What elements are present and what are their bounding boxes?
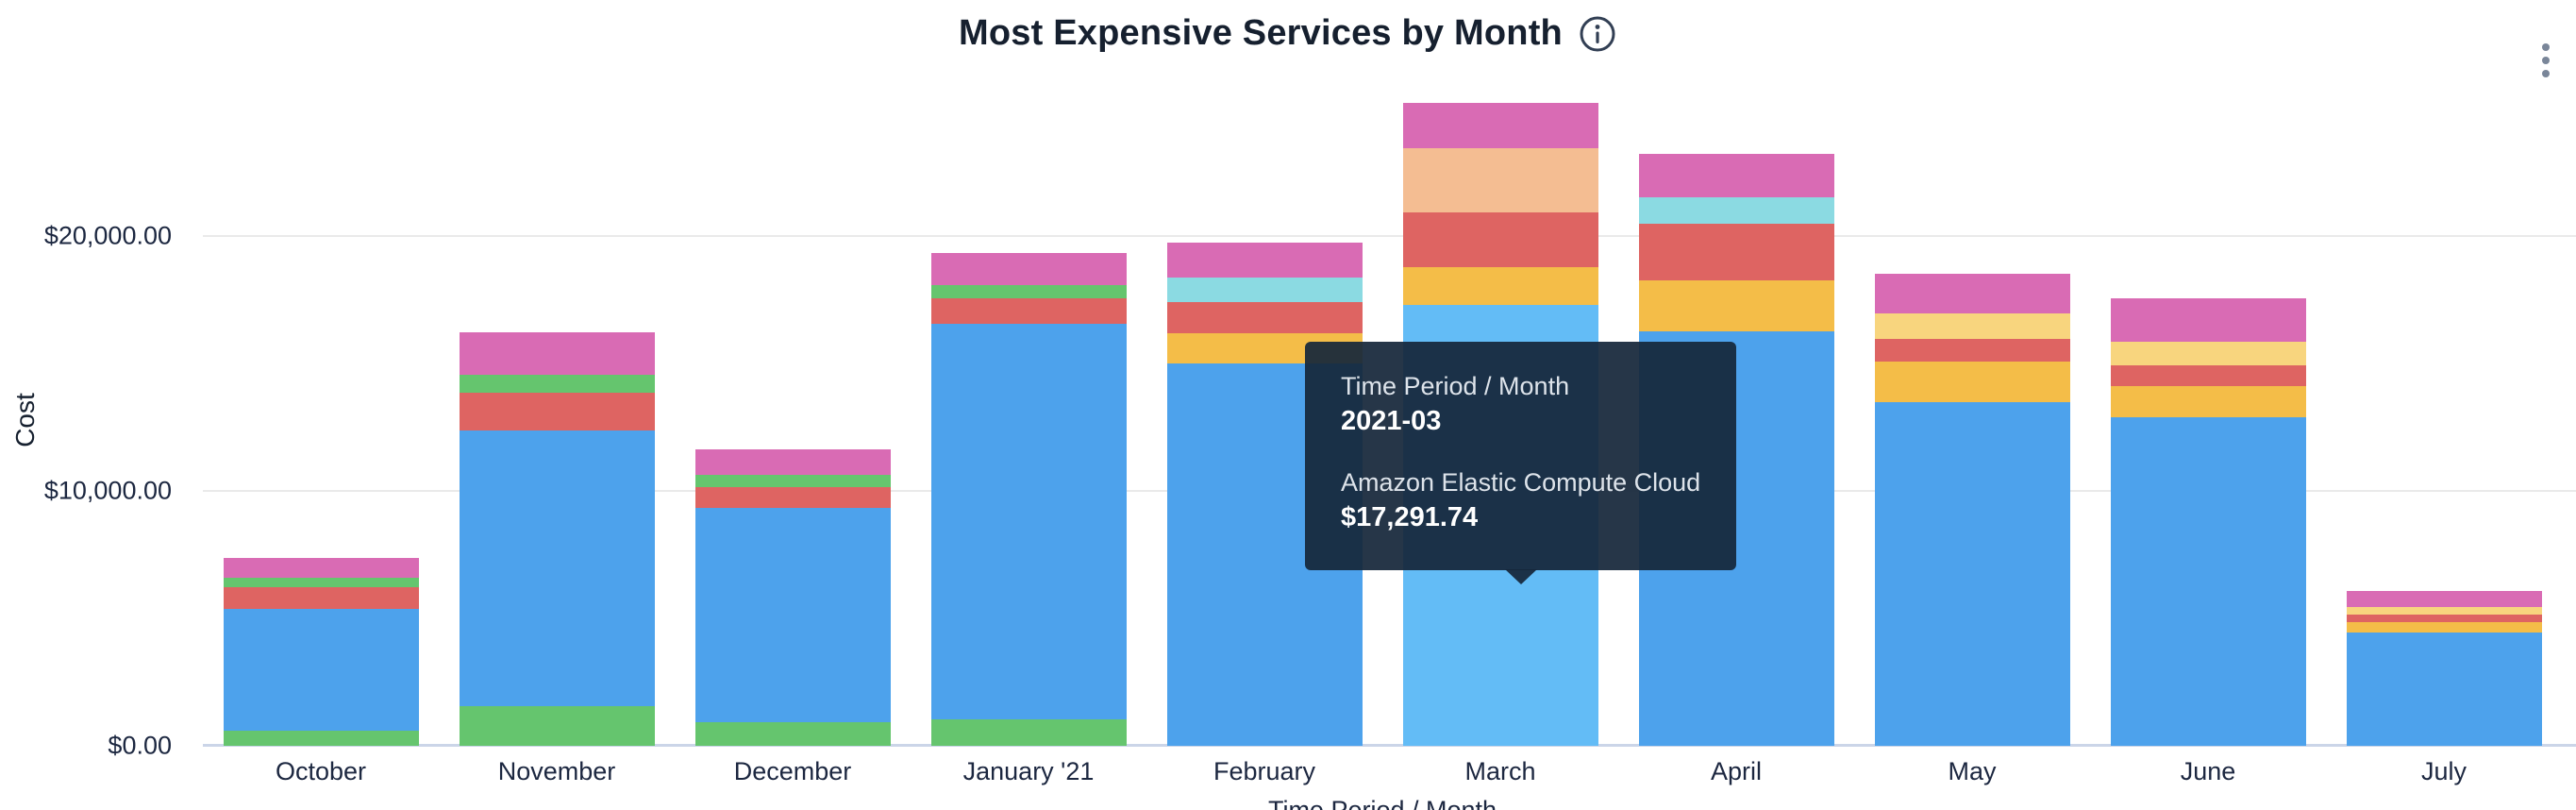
tooltip-dimension-value: 2021-03: [1341, 406, 1442, 437]
info-circle-glyph: [1580, 16, 1615, 51]
x-axis-line: [203, 744, 2576, 747]
bar-segment-yellow[interactable]: [1874, 362, 2070, 402]
x-tick-label-march: March: [1464, 757, 1536, 785]
tooltip: Time Period / Month 2021-03 Amazon Elast…: [1305, 342, 1737, 585]
tooltip-dimension-label: Time Period / Month: [1341, 372, 1570, 400]
bar-january-21[interactable]: [930, 253, 1127, 746]
kebab-dot: [2542, 70, 2550, 77]
bar-october[interactable]: [223, 558, 419, 746]
bar-segment-blue[interactable]: [2346, 633, 2542, 746]
bar-slot-december: [675, 85, 911, 746]
bar-segment-red[interactable]: [2110, 365, 2306, 387]
bar-segment-yellow[interactable]: [2110, 386, 2306, 417]
bar-segment-yellow[interactable]: [2346, 622, 2542, 633]
y-tick-label: $10,000.00: [43, 476, 172, 505]
bar-segment-green[interactable]: [694, 722, 891, 746]
bar-segment-blue[interactable]: [459, 430, 655, 706]
bar-segment-pink[interactable]: [1166, 243, 1363, 278]
bar-slot-october: [203, 85, 439, 746]
bar-segment-blue[interactable]: [223, 609, 419, 732]
bar-segment-red[interactable]: [1402, 212, 1598, 268]
tooltip-dimension-group: Time Period / Month 2021-03: [1341, 370, 1700, 440]
bar-slot-july: [2326, 85, 2562, 746]
bar-segment-pink[interactable]: [1402, 103, 1598, 149]
bar-segment-blue[interactable]: [694, 508, 891, 722]
bar-segment-red[interactable]: [1166, 302, 1363, 333]
x-tick-label-january-21: January '21: [962, 757, 1095, 785]
bar-segment-pink[interactable]: [930, 253, 1127, 286]
bar-segment-pale_yellow[interactable]: [2346, 607, 2542, 616]
bar-segment-pale_yellow[interactable]: [2110, 342, 2306, 366]
bar-segment-red[interactable]: [1874, 339, 2070, 363]
x-tick-label-july: July: [2420, 757, 2467, 785]
bar-june[interactable]: [2110, 298, 2306, 746]
x-tick-label-december: December: [733, 757, 852, 785]
bar-july[interactable]: [2346, 591, 2542, 746]
x-tick-label-november: November: [497, 757, 616, 785]
bar-slot-june: [2090, 85, 2326, 746]
bar-segment-blue[interactable]: [930, 324, 1127, 720]
bar-segment-cyan[interactable]: [1166, 278, 1363, 303]
bar-segment-blue[interactable]: [1874, 402, 2070, 746]
kebab-menu-button[interactable]: [2529, 34, 2563, 87]
y-axis-title: Cost: [10, 393, 40, 447]
bar-segment-red[interactable]: [2346, 615, 2542, 623]
x-tick-label-april: April: [1710, 757, 1762, 785]
bar-segment-red[interactable]: [930, 298, 1127, 325]
page-title: Most Expensive Services by Month: [959, 13, 1563, 53]
bar-segment-red[interactable]: [1638, 224, 1834, 280]
bar-segment-green[interactable]: [223, 731, 419, 746]
bar-slot-november: [439, 85, 675, 746]
y-tick-label: $0.00: [108, 731, 172, 760]
bar-segment-blue[interactable]: [2110, 417, 2306, 746]
bar-may[interactable]: [1874, 274, 2070, 746]
bar-segment-yellow[interactable]: [1402, 267, 1598, 306]
x-tick-label-may: May: [1948, 757, 1997, 785]
bar-segment-peach[interactable]: [1402, 148, 1598, 213]
bar-segment-green[interactable]: [930, 285, 1127, 299]
bar-slot-may: [1854, 85, 2090, 746]
bar-segment-pink[interactable]: [459, 332, 655, 375]
bar-november[interactable]: [459, 332, 655, 746]
bar-segment-pink[interactable]: [2346, 591, 2542, 608]
bar-segment-pink[interactable]: [1874, 274, 2070, 314]
tooltip-series-label: Amazon Elastic Compute Cloud: [1341, 468, 1701, 498]
bar-segment-pink[interactable]: [1638, 154, 1834, 198]
tooltip-series-group: Amazon Elastic Compute Cloud $17,291.74: [1341, 466, 1700, 536]
x-tick-label-october: October: [275, 757, 367, 785]
bar-segment-cyan[interactable]: [1638, 197, 1834, 225]
bar-segment-red[interactable]: [694, 487, 891, 509]
chart-header: Most Expensive Services by Month: [0, 13, 2576, 54]
kebab-dot: [2542, 57, 2550, 64]
bar-segment-yellow[interactable]: [1638, 280, 1834, 331]
bar-segment-red[interactable]: [223, 587, 419, 610]
bar-slot-january-21: [911, 85, 1146, 746]
x-axis-labels: October November December January '21 Februa…: [203, 757, 2562, 786]
kebab-dot: [2542, 43, 2550, 51]
x-tick-label-february: February: [1213, 757, 1316, 785]
y-tick-label: $20,000.00: [43, 221, 172, 250]
bar-segment-green[interactable]: [459, 706, 655, 746]
x-axis-title: Time Period / Month: [1267, 796, 1497, 810]
bar-segment-green[interactable]: [694, 475, 891, 488]
info-icon[interactable]: [1578, 14, 1617, 54]
bar-segment-green[interactable]: [459, 375, 655, 393]
bar-segment-green[interactable]: [223, 578, 419, 588]
x-tick-label-june: June: [2180, 757, 2236, 785]
tooltip-caret: [1504, 569, 1537, 585]
bar-segment-green[interactable]: [930, 719, 1127, 746]
bar-segment-pale_yellow[interactable]: [1874, 313, 2070, 340]
bar-december[interactable]: [694, 449, 891, 746]
bar-segment-red[interactable]: [459, 393, 655, 430]
bar-segment-pink[interactable]: [223, 558, 419, 579]
bar-segment-pink[interactable]: [2110, 298, 2306, 343]
tooltip-series-value: $17,291.74: [1341, 502, 1479, 533]
bar-segment-pink[interactable]: [694, 449, 891, 476]
